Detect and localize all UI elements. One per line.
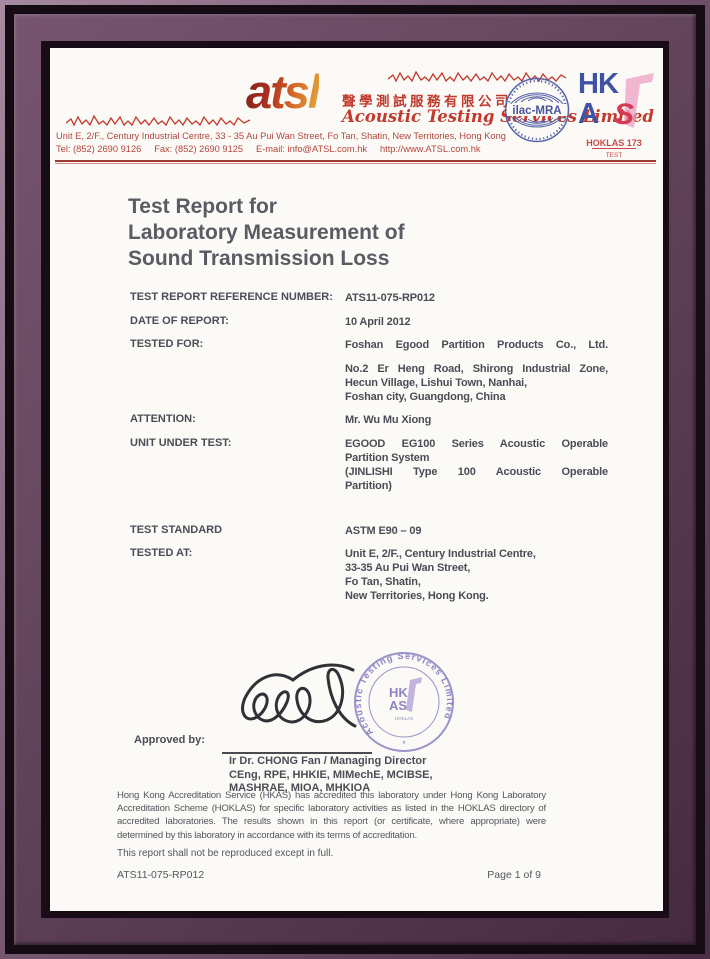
accreditation-line: Accreditation Scheme (HOKLAS) for specif…	[117, 803, 546, 815]
test-standard-value: ASTM E90 – 09	[345, 525, 422, 537]
hoklas-test-label: TEST	[606, 152, 623, 159]
ilac-mra-label: ilac-MRA	[512, 105, 561, 117]
reproduction-note: This report shall not be reproduced exce…	[117, 848, 334, 859]
attention-label: ATTENTION:	[130, 413, 196, 425]
company-stamp: Acoustic Testing Services Limited * HK A…	[353, 651, 454, 752]
report-title-line2: Laboratory Measurement of	[128, 221, 405, 244]
atsl-logo: atsl	[246, 65, 321, 118]
unit-under-test-value: EGOOD EG100 Series Acoustic Operable Par…	[345, 437, 608, 493]
sound-wave-squiggle-left-icon	[66, 114, 251, 127]
accreditation-statement: Hong Kong Accreditation Service (HKAS) h…	[117, 789, 546, 842]
date-of-report-label: DATE OF REPORT:	[130, 315, 229, 327]
report-title-line1: Test Report for	[128, 195, 277, 218]
reference-number-value: ATS11-075-RP012	[345, 292, 435, 304]
unit-under-test-label: UNIT UNDER TEST:	[130, 437, 232, 449]
header-divider	[55, 160, 656, 164]
date-of-report-value: 10 April 2012	[345, 316, 411, 328]
test-standard-label: TEST STANDARD	[130, 524, 223, 536]
certificate-page: atsl 聲學測試服務有限公司 Acoustic Testing Service…	[50, 48, 663, 911]
tested-at-line: Unit E, 2/F., Century Industrial Centre,	[345, 548, 536, 560]
company-address: Unit E, 2/F., Century Industrial Centre,…	[56, 131, 506, 141]
unit-under-test-line: (JINLISHI Type 100 Acoustic Operable	[345, 466, 608, 478]
hoklas-number: HOKLAS 173	[586, 138, 642, 148]
stamp-as: AS	[389, 698, 407, 713]
tested-for-address-line: No.2 Er Heng Road, Shirong Industrial Zo…	[345, 363, 608, 375]
tested-at-line: 33-35 Au Pui Wan Street,	[345, 562, 471, 574]
signature-line	[222, 752, 372, 754]
accreditation-line: determined by this laboratory in accorda…	[117, 829, 417, 841]
stamp-small-text: HOKLAS	[395, 716, 413, 721]
approver-qualifications-line1: CEng, RPE, HHKIE, MIMechE, MCIBSE,	[229, 768, 433, 781]
stamp-star: *	[402, 739, 406, 749]
accreditation-line: accredited laboratories. The results sho…	[117, 816, 546, 828]
page-number: Page 1 of 9	[487, 869, 541, 881]
page-footer: ATS11-075-RP012 Page 1 of 9	[117, 869, 541, 881]
approved-by-label: Approved by:	[134, 734, 205, 746]
tested-for-value: Foshan Egood Partition Products Co., Ltd…	[345, 339, 608, 351]
company-name-chinese: 聲學測試服務有限公司	[342, 94, 512, 109]
reference-number-label: TEST REPORT REFERENCE NUMBER:	[130, 291, 333, 303]
hkas-logo: HK A S HOKLAS 173 TEST	[578, 68, 654, 159]
hkas-letter-s: S	[614, 98, 634, 131]
hkas-letter-a: A	[578, 98, 599, 130]
company-name-english: Acoustic Testing Services Limited	[342, 107, 654, 126]
stamp-hk: HK	[389, 685, 408, 700]
attention-value: Mr. Wu Mu Xiong	[345, 414, 432, 426]
unit-under-test-line: Partition System	[345, 452, 430, 464]
tested-for-address-line: Hecun Village, Lishui Town, Nanhai,	[345, 377, 527, 389]
report-title: Test Report for Laboratory Measurement o…	[128, 194, 405, 272]
tested-at-line: New Territories, Hong Kong.	[345, 590, 489, 602]
company-contact-line: Tel: (852) 2690 9126 Fax: (852) 2690 912…	[56, 144, 481, 154]
tested-for-address: No.2 Er Heng Road, Shirong Industrial Zo…	[345, 362, 608, 404]
tested-at-label: TESTED AT:	[130, 547, 193, 559]
approver-name: Ir Dr. CHONG Fan / Managing Director	[229, 755, 427, 767]
tested-at-value: Unit E, 2/F., Century Industrial Centre,…	[345, 547, 608, 603]
tested-for-address-line: Foshan city, Guangdong, China	[345, 391, 506, 403]
unit-under-test-line: Partition)	[345, 480, 392, 492]
tested-at-line: Fo Tan, Shatin,	[345, 576, 421, 588]
approver-qualifications-line2: MASHRAE, MIOA, MHKIOA	[229, 782, 371, 794]
unit-under-test-line: EGOOD EG100 Series Acoustic Operable	[345, 438, 608, 450]
footer-report-reference: ATS11-075-RP012	[117, 869, 205, 881]
tested-for-label: TESTED FOR:	[130, 338, 204, 350]
ilac-mra-logo: ilac-MRA	[504, 77, 570, 143]
report-title-line3: Sound Transmission Loss	[128, 247, 390, 270]
signature	[241, 663, 357, 728]
sound-wave-squiggle-right-icon	[388, 70, 567, 83]
approver-details: Ir Dr. CHONG Fan / Managing Director CEn…	[229, 755, 433, 796]
accreditation-line: Hong Kong Accreditation Service (HKAS) h…	[117, 790, 546, 801]
hkas-letters-hk: HK	[578, 68, 619, 100]
